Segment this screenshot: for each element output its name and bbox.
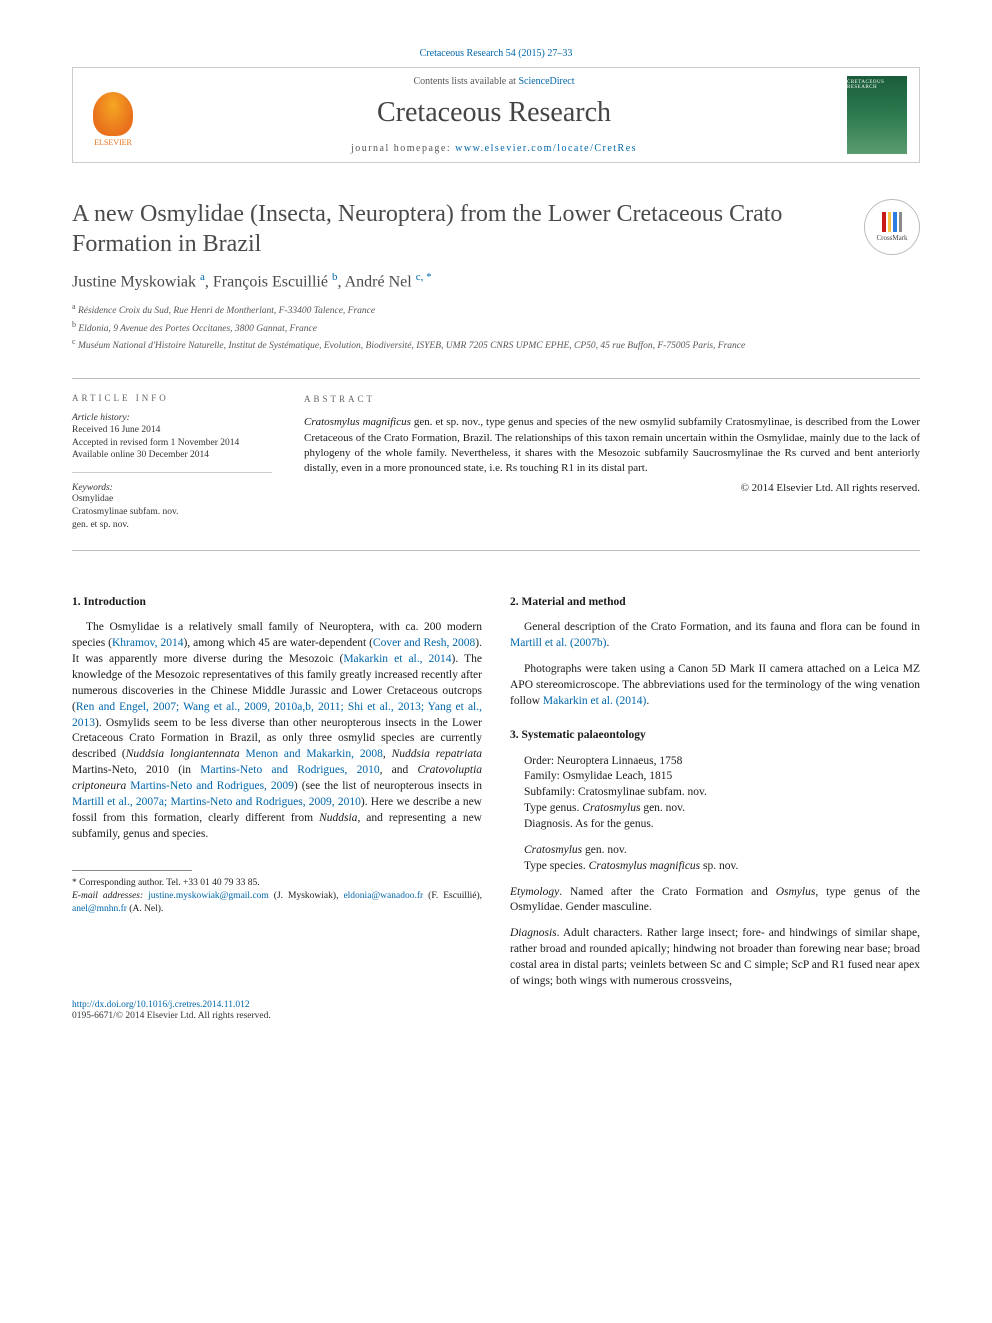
journal-header: ELSEVIER Contents lists available at Sci… [72,67,920,163]
genus-name: Cratosmylus gen. nov. [510,843,920,859]
journal-cover-thumbnail: CRETACEOUS RESEARCH [847,76,907,154]
etymology: Etymology. Named after the Crato Formati… [510,885,920,917]
section-2-heading: 2. Material and method [510,595,920,611]
title-row: A new Osmylidae (Insecta, Neuroptera) fr… [72,199,920,259]
header-center: Contents lists available at ScienceDirec… [153,76,835,154]
elsevier-logo: ELSEVIER [85,83,141,147]
taxon-family: Family: Osmylidae Leach, 1815 [510,769,920,785]
etymology-label: Etymology [510,886,559,898]
taxon-diagnosis-ref: Diagnosis. As for the genus. [510,817,920,833]
article-title: A new Osmylidae (Insecta, Neuroptera) fr… [72,199,848,259]
footnotes: * Corresponding author. Tel. +33 01 40 7… [72,877,482,915]
accepted-date: Accepted in revised form 1 November 2014 [72,437,272,450]
email-3[interactable]: anel@mnhn.fr [72,904,127,914]
publisher-name: ELSEVIER [94,138,132,147]
info-abstract-row: ARTICLE INFO Article history: Received 1… [72,378,920,551]
corresponding-author: * Corresponding author. Tel. +33 01 40 7… [72,877,482,890]
citation-line: Cretaceous Research 54 (2015) 27–33 [72,48,920,59]
homepage-line: journal homepage: www.elsevier.com/locat… [153,143,835,154]
author-2: François Escuillié [213,273,332,290]
author-1: Justine Myskowiak [72,273,200,290]
crossmark-label: CrossMark [876,234,907,242]
type-species: Type species. Cratosmylus magnificus sp.… [510,859,920,875]
ref-link[interactable]: Cover and Resh, 2008 [373,637,475,649]
diagnosis: Diagnosis. Adult characters. Rather larg… [510,926,920,989]
page: Cretaceous Research 54 (2015) 27–33 ELSE… [0,0,992,1053]
ref-link[interactable]: Martins-Neto and Rodrigues, 2009 [130,780,294,792]
contents-line: Contents lists available at ScienceDirec… [153,76,835,87]
affiliations: a Résidence Croix du Sud, Rue Henri de M… [72,301,920,353]
taxon-block-1: Order: Neuroptera Linnaeus, 1758 Family:… [510,754,920,833]
issn-copyright: 0195-6671/© 2014 Elsevier Ltd. All right… [72,1011,920,1021]
author-3: André Nel [345,273,416,290]
ref-link[interactable]: Makarkin et al. (2014) [543,695,646,707]
methods-p1: General description of the Crato Formati… [510,620,920,652]
sciencedirect-link[interactable]: ScienceDirect [518,76,574,87]
abstract-taxon: Cratosmylus magnificus [304,416,411,428]
doi-link[interactable]: http://dx.doi.org/10.1016/j.cretres.2014… [72,1000,920,1010]
contents-prefix: Contents lists available at [413,76,518,87]
ref-link[interactable]: Martill et al. (2007b) [510,637,606,649]
taxon-order: Order: Neuroptera Linnaeus, 1758 [510,754,920,770]
affiliation-c: c Muséum National d'Histoire Naturelle, … [72,336,920,353]
ref-link[interactable]: Martins-Neto and Rodrigues, 2010 [200,764,379,776]
body-columns: 1. Introduction The Osmylidae is a relat… [72,591,920,990]
abstract-heading: ABSTRACT [304,393,920,406]
ref-link[interactable]: Menon and Makarkin, 2008 [245,748,382,760]
keywords-label: Keywords: [72,483,272,493]
footnote-separator [72,870,192,871]
crossmark-icon [882,212,902,232]
left-column: 1. Introduction The Osmylidae is a relat… [72,591,482,990]
abstract-copyright: © 2014 Elsevier Ltd. All rights reserved… [304,481,920,496]
keyword-1: Osmylidae [72,493,272,506]
article-info: ARTICLE INFO Article history: Received 1… [72,393,272,532]
taxon-subfamily: Subfamily: Cratosmylinae subfam. nov. [510,785,920,801]
elsevier-tree-icon [93,92,133,136]
info-divider [72,472,272,473]
authors: Justine Myskowiak a, François Escuillié … [72,271,920,291]
abstract: ABSTRACT Cratosmylus magnificus gen. et … [304,393,920,532]
email-2[interactable]: eldonia@wanadoo.fr [343,891,423,901]
ref-link[interactable]: Martill et al., 2007a; Martins-Neto and … [72,796,361,808]
section-3-heading: 3. Systematic palaeontology [510,728,920,744]
homepage-prefix: journal homepage: [351,143,455,154]
right-column: 2. Material and method General descripti… [510,591,920,990]
affiliation-a: a Résidence Croix du Sud, Rue Henri de M… [72,301,920,318]
email-1[interactable]: justine.myskowiak@gmail.com [148,891,269,901]
keyword-3: gen. et sp. nov. [72,519,272,532]
abstract-text: Cratosmylus magnificus gen. et sp. nov.,… [304,415,920,477]
journal-name: Cretaceous Research [153,97,835,129]
online-date: Available online 30 December 2014 [72,449,272,462]
email-label: E-mail addresses: [72,891,143,901]
cover-label: CRETACEOUS RESEARCH [847,80,907,90]
keyword-2: Cratosmylinae subfam. nov. [72,506,272,519]
methods-p2: Photographs were taken using a Canon 5D … [510,662,920,710]
crossmark-badge[interactable]: CrossMark [864,199,920,255]
email-addresses: E-mail addresses: justine.myskowiak@gmai… [72,890,482,916]
section-1-heading: 1. Introduction [72,595,482,611]
ref-link[interactable]: Makarkin et al., 2014 [343,653,451,665]
diagnosis-label: Diagnosis [510,927,557,939]
author-3-aff: c, * [416,271,432,283]
taxon-block-2: Cratosmylus gen. nov. Type species. Crat… [510,843,920,875]
ref-link[interactable]: Khramov, 2014 [112,637,184,649]
article-info-heading: ARTICLE INFO [72,393,272,403]
received-date: Received 16 June 2014 [72,424,272,437]
affiliation-b: b Eldonia, 9 Avenue des Portes Occitanes… [72,319,920,336]
homepage-link[interactable]: www.elsevier.com/locate/CretRes [455,143,637,154]
taxon-typegenus: Type genus. Cratosmylus gen. nov. [510,801,920,817]
intro-paragraph: The Osmylidae is a relatively small fami… [72,620,482,842]
history-label: Article history: [72,413,272,423]
